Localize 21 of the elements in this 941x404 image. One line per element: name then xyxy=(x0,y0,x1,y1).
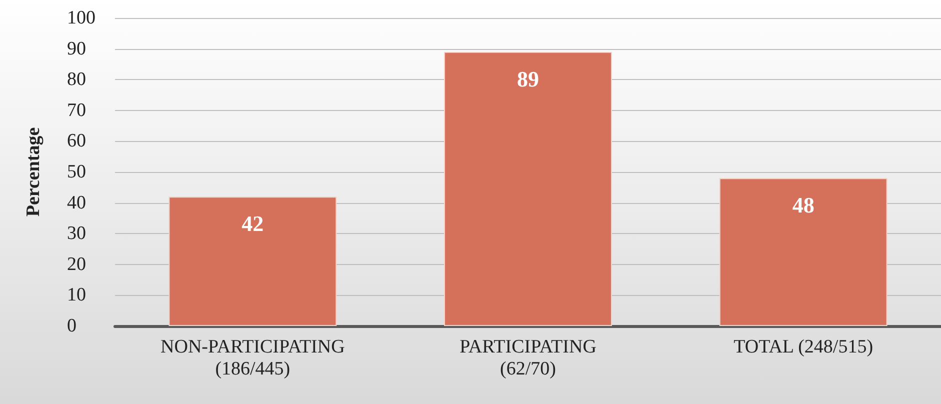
y-tick-label: 40 xyxy=(67,192,86,214)
y-tick-label: 20 xyxy=(67,254,86,275)
data-label: 48 xyxy=(792,192,814,218)
x-tick-label: TOTAL (248/515) xyxy=(734,336,874,358)
y-tick-label: 80 xyxy=(67,69,86,90)
y-tick-label: 90 xyxy=(67,38,86,60)
y-tick-label: 100 xyxy=(67,8,96,28)
y-tick-label: 0 xyxy=(67,316,76,336)
x-tick-label: PARTICIPATING (62/70) xyxy=(460,336,597,380)
data-label: 89 xyxy=(517,66,539,92)
bar xyxy=(719,178,888,326)
x-tick-label: NON-PARTICIPATING (186/445) xyxy=(160,336,346,380)
y-axis-title: Percentage xyxy=(23,127,44,217)
y-tick-label: 70 xyxy=(67,100,86,121)
y-tick-label: 30 xyxy=(67,223,86,244)
data-label: 42 xyxy=(242,211,264,236)
y-tick-label: 50 xyxy=(67,162,86,182)
y-tick-label: 60 xyxy=(67,130,86,152)
bar xyxy=(168,196,337,326)
y-tick-label: 10 xyxy=(67,284,86,306)
bar xyxy=(444,52,612,326)
